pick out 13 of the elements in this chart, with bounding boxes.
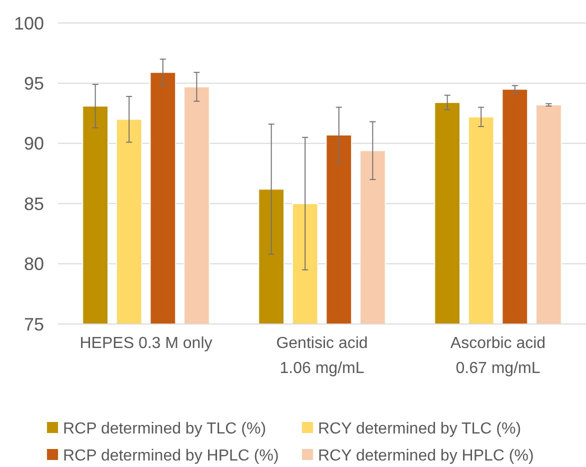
y-tick-label: 80 [24, 254, 44, 274]
y-tick-label: 75 [24, 314, 44, 334]
y-tick-label: 100 [14, 13, 44, 34]
legend-label: RCY determined by TLC (%) [318, 420, 522, 438]
legend-label: RCP determined by HPLC (%) [63, 448, 279, 465]
legend-label: RCY determined by HPLC (%) [318, 448, 534, 465]
x-tick-label: HEPES 0.3 M only [80, 335, 212, 352]
y-tick-label: 85 [24, 194, 44, 214]
x-tick-label: Ascorbic acid 0.67 mg/mL [450, 335, 546, 377]
x-tick-label: Gentisic acid 1.06 mg/mL [276, 335, 368, 377]
y-tick-label: 90 [24, 134, 44, 154]
y-tick-label: 95 [24, 74, 44, 94]
legend-label: RCP determined by TLC (%) [63, 420, 266, 438]
